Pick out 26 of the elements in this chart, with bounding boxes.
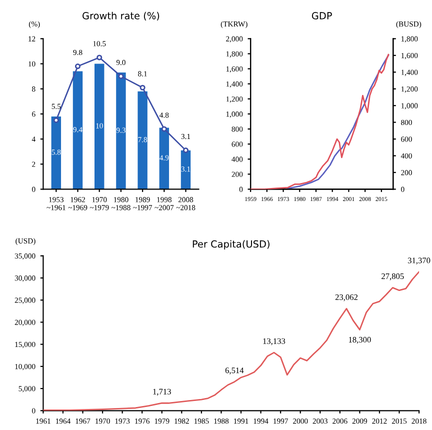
point bbox=[53, 117, 59, 123]
bar bbox=[138, 91, 148, 190]
bar bbox=[51, 116, 62, 190]
line-series bbox=[250, 54, 390, 190]
annotation: 31,370 bbox=[408, 258, 430, 264]
point bbox=[161, 126, 167, 132]
chart-title: Growth rate (%) bbox=[82, 12, 160, 21]
bar bbox=[180, 150, 191, 190]
bar bbox=[116, 72, 126, 190]
line-series bbox=[287, 54, 390, 190]
annotation: 13,133 bbox=[263, 338, 286, 346]
bar bbox=[159, 128, 170, 190]
annotation: 1,713 bbox=[153, 388, 171, 396]
bar bbox=[72, 71, 83, 190]
point bbox=[182, 148, 189, 154]
point bbox=[96, 54, 102, 60]
chart-title: GDP bbox=[312, 12, 332, 20]
annotation: 18,300 bbox=[348, 336, 371, 344]
chart-title: Per Capita(USD) bbox=[192, 240, 270, 250]
annotation: 23,062 bbox=[335, 294, 358, 302]
point bbox=[118, 74, 124, 80]
annotation: 27,805 bbox=[382, 273, 404, 280]
bar bbox=[94, 64, 104, 190]
point bbox=[140, 84, 146, 90]
annotation: 6,514 bbox=[225, 368, 244, 374]
point bbox=[74, 64, 81, 70]
